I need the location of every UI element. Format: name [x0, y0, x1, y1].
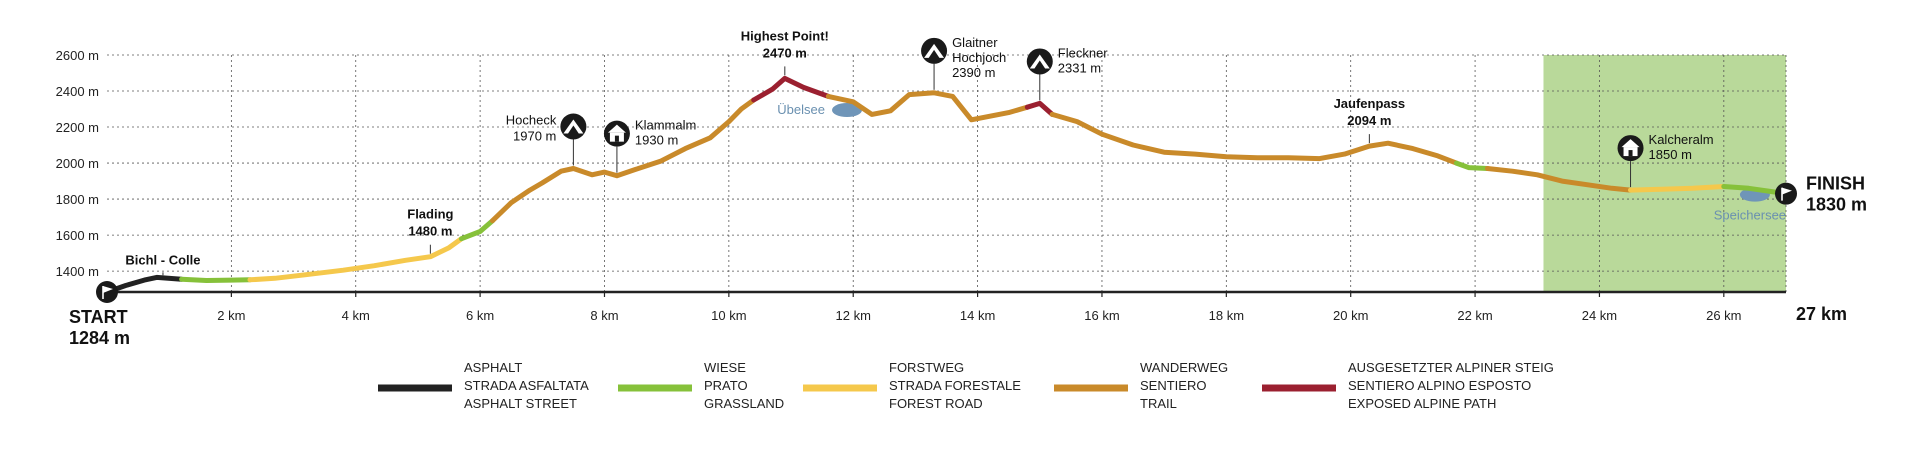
legend-label: SENTIERO: [1140, 378, 1206, 393]
legend-label: AUSGESETZTER ALPINER STEIG: [1348, 360, 1554, 375]
profile-segment-grassland: [179, 276, 253, 283]
legend-label: FORSTWEG: [889, 360, 964, 375]
x-tick-label: 16 km: [1084, 308, 1119, 323]
highlight-band: [1543, 55, 1786, 292]
x-tick-label: 8 km: [590, 308, 618, 323]
waypoint-elevation: 2470 m: [763, 45, 807, 60]
profile-segment-trail: [490, 97, 757, 224]
mountain-peak-icon: [1026, 48, 1053, 75]
legend-label: WIESE: [704, 360, 746, 375]
waypoint-name: Hocheck: [506, 112, 557, 127]
legend-label: SENTIERO ALPINO ESPOSTO: [1348, 378, 1531, 393]
profile-segment-trail: [825, 90, 1030, 123]
x-tick-label: 20 km: [1333, 308, 1368, 323]
legend-item-forest: FORSTWEG STRADA FORESTALE FOREST ROAD: [803, 360, 1021, 411]
mountain-hut-icon: [603, 120, 630, 147]
legend-item-grassland: WIESE PRATO GRASSLAND: [618, 360, 784, 411]
legend-label: PRATO: [704, 378, 748, 393]
lake-label: Übelsee: [777, 102, 825, 117]
mountain-peak-icon: [921, 37, 948, 64]
waypoint-name: Jaufenpass: [1334, 96, 1406, 111]
profile-segment-forest: [1628, 184, 1727, 193]
mountain-hut-icon: [1617, 135, 1644, 162]
profile-segment-trail: [1485, 166, 1633, 193]
legend-label: STRADA FORESTALE: [889, 378, 1021, 393]
x-end-label: 27 km: [1796, 304, 1847, 324]
waypoint-elevation: 1930 m: [635, 133, 678, 148]
waypoint-name: Highest Point!: [741, 28, 829, 43]
profile-segment-asphalt: [104, 274, 185, 295]
x-tick-label: 2 km: [217, 308, 245, 323]
waypoint-elevation: 1850 m: [1649, 147, 1692, 162]
profile-segment-trail: [1049, 111, 1459, 166]
y-tick-label: 2400 m: [56, 84, 99, 99]
finish-flag-icon: [1775, 182, 1797, 205]
waypoint-elevation: 2331 m: [1058, 60, 1101, 75]
legend-label: ASPHALT: [464, 360, 522, 375]
waypoint-name: Bichl - Colle: [125, 252, 200, 267]
profile-segment-alpine: [1024, 100, 1055, 117]
waypoint-elevation: 2390 m: [952, 65, 995, 80]
start-label: START: [69, 307, 128, 327]
x-tick-label: 24 km: [1582, 308, 1617, 323]
waypoint-name: Klammalm: [635, 118, 696, 133]
x-tick-label: 26 km: [1706, 308, 1741, 323]
y-tick-label: 1600 m: [56, 228, 99, 243]
waypoint-name: Fleckner: [1058, 45, 1109, 60]
legend-label: GRASSLAND: [704, 396, 784, 411]
finish-label: FINISH: [1806, 174, 1865, 194]
legend-label: EXPOSED ALPINE PATH: [1348, 396, 1496, 411]
y-tick-label: 2200 m: [56, 120, 99, 135]
y-tick-label: 1400 m: [56, 264, 99, 279]
waypoint-elevation: 1970 m: [513, 128, 556, 143]
y-tick-label: 1800 m: [56, 192, 99, 207]
x-tick-label: 6 km: [466, 308, 494, 323]
waypoint-elevation: 1480 m: [408, 224, 452, 239]
legend-item-alpine: AUSGESETZTER ALPINER STEIG SENTIERO ALPIN…: [1262, 360, 1554, 411]
legend-label: TRAIL: [1140, 396, 1177, 411]
y-tick-label: 2000 m: [56, 156, 99, 171]
waypoint-name: Flading: [407, 207, 453, 222]
y-tick-label: 2600 m: [56, 48, 99, 63]
finish-elevation: 1830 m: [1806, 195, 1867, 215]
mountain-peak-icon: [560, 113, 587, 140]
x-tick-label: 10 km: [711, 308, 746, 323]
lake-label: Speichersee: [1714, 208, 1786, 223]
start-elevation: 1284 m: [69, 328, 130, 348]
x-tick-label: 12 km: [836, 308, 871, 323]
profile-segment-grassland: [1453, 160, 1490, 171]
legend-label: WANDERWEG: [1140, 360, 1228, 375]
legend-item-asphalt: ASPHALT STRADA ASFALTATA ASPHALT STREET: [378, 360, 589, 411]
waypoint-name: Glaitner: [952, 35, 998, 50]
profile-segment-grassland: [459, 218, 495, 242]
legend-label: ASPHALT STREET: [464, 396, 577, 411]
lake-shape: [832, 103, 863, 118]
legend-item-trail: WANDERWEG SENTIERO TRAIL: [1054, 360, 1228, 411]
profile-segment-alpine: [751, 75, 831, 103]
profile-segment-forest: [247, 236, 464, 283]
start-flag-icon: [96, 281, 118, 303]
x-tick-label: 18 km: [1209, 308, 1244, 323]
x-tick-label: 22 km: [1457, 308, 1492, 323]
legend-label: STRADA ASFALTATA: [464, 378, 589, 393]
waypoint-name: Kalcheralm: [1649, 132, 1714, 147]
x-tick-label: 14 km: [960, 308, 995, 323]
waypoint-name: Hochjoch: [952, 50, 1006, 65]
x-tick-label: 4 km: [342, 308, 370, 323]
legend-label: FOREST ROAD: [889, 396, 983, 411]
waypoint-elevation: 2094 m: [1347, 113, 1391, 128]
